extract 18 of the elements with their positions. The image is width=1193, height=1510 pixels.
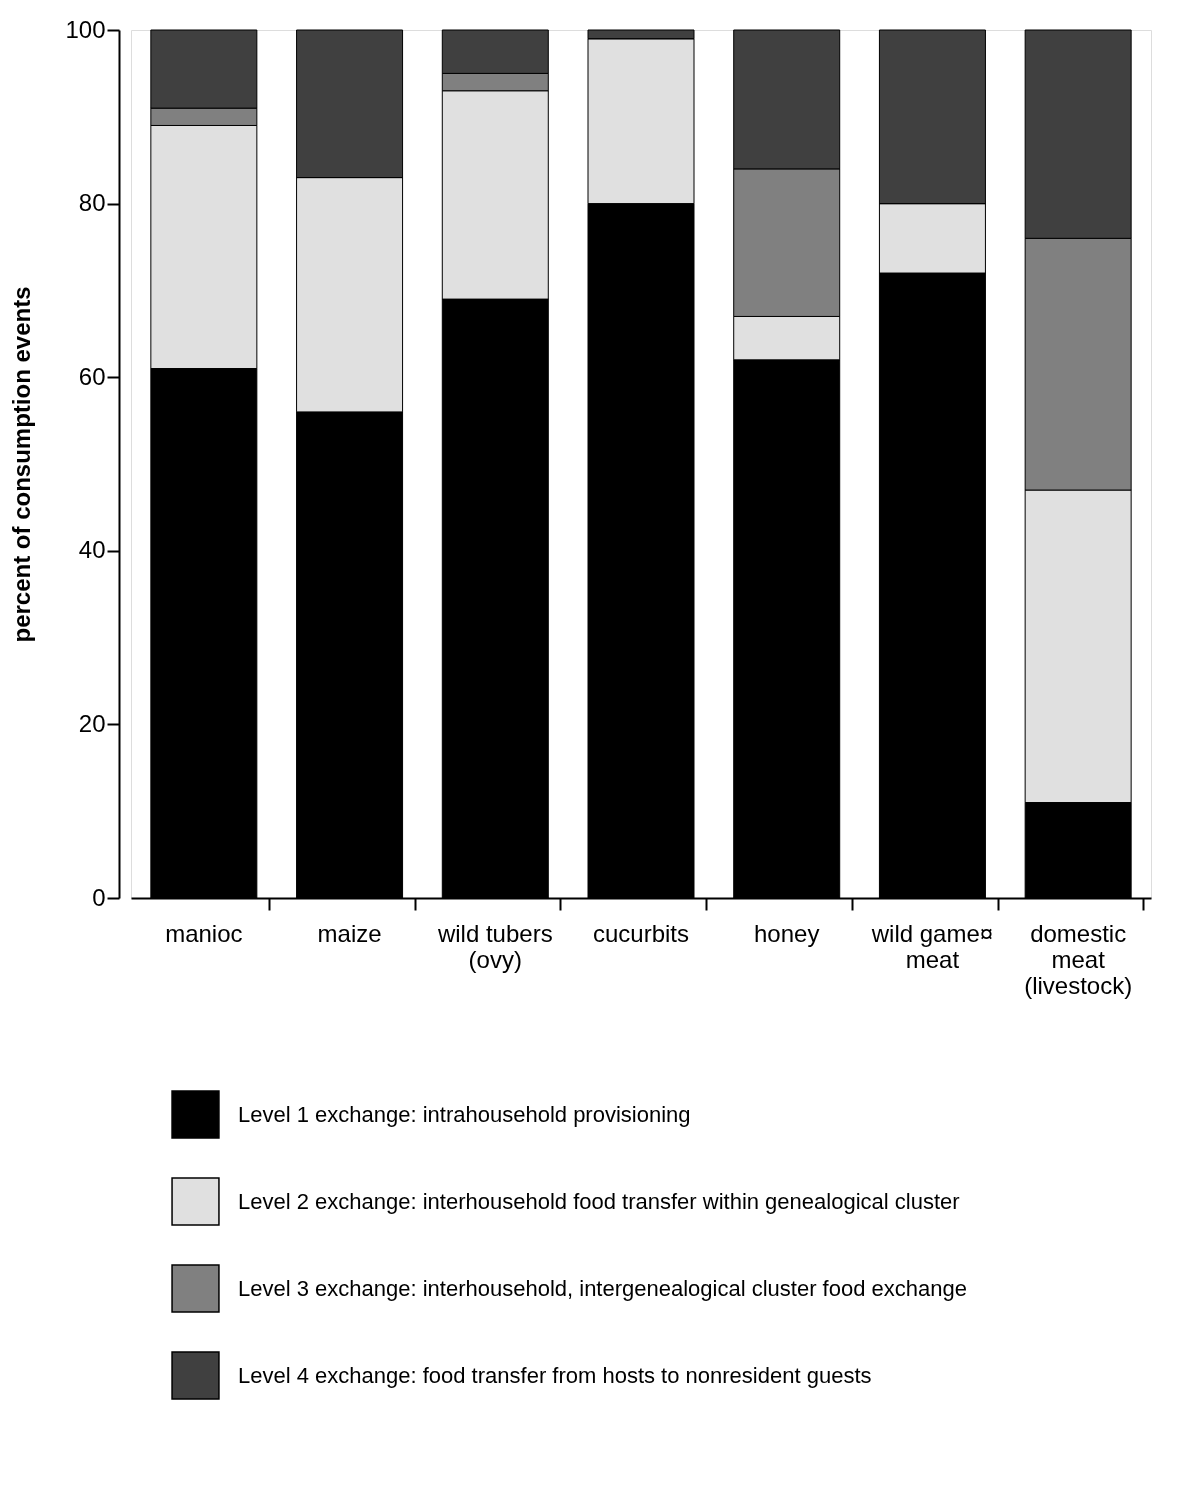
legend-label: Level 2 exchange: interhousehold food transfer within genealogical cluster: [238, 1188, 960, 1214]
y-axis-title: percent of consumption events: [8, 286, 36, 643]
x-tick-label: wild game¤ meat: [870, 919, 994, 973]
y-tick-label: 20: [78, 709, 106, 737]
y-tick-label: 80: [78, 189, 106, 217]
legend-label: Level 3 exchange: interhousehold, intergenealogical cluster food exchange: [238, 1275, 967, 1301]
x-tick-label: cucurbits: [592, 919, 690, 947]
x-tick-label: honey: [754, 919, 820, 947]
x-tick-label: maize: [317, 919, 382, 947]
y-tick-label: 60: [78, 362, 106, 390]
y-tick-label: 100: [65, 15, 106, 43]
legend-label: Level 1 exchange: intrahousehold provisioning: [238, 1101, 691, 1127]
y-tick-label: 40: [78, 536, 106, 564]
x-tick-label: domestic meat (livestock): [1024, 919, 1133, 999]
legend-label: Level 4 exchange: food transfer from hosts to nonresident guests: [238, 1362, 872, 1388]
x-tick-label: manioc: [165, 919, 243, 947]
x-tick-label: wild tubers (ovy): [436, 919, 553, 973]
y-tick-label: 0: [92, 883, 106, 911]
